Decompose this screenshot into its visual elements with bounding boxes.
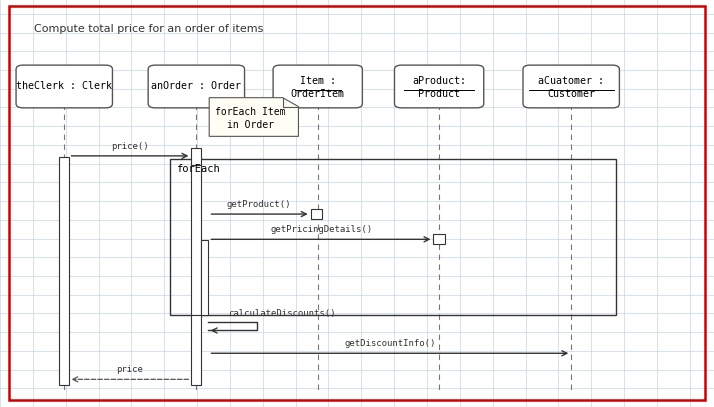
Bar	[433, 234, 445, 244]
Text: Compute total price for an order of items: Compute total price for an order of item…	[34, 24, 263, 35]
Text: Product: Product	[418, 89, 460, 99]
Text: forEach Item: forEach Item	[215, 107, 286, 117]
Text: getPricingDetails(): getPricingDetails()	[270, 225, 373, 234]
Text: price(): price()	[111, 142, 149, 151]
Polygon shape	[209, 98, 298, 136]
Text: in Order: in Order	[227, 120, 273, 130]
Text: price: price	[116, 365, 144, 374]
FancyBboxPatch shape	[394, 65, 484, 108]
Text: calculateDiscounts(): calculateDiscounts()	[228, 309, 336, 318]
Text: aProduct:: aProduct:	[412, 76, 466, 86]
Bar	[311, 209, 322, 219]
Bar	[201, 240, 208, 315]
FancyBboxPatch shape	[149, 65, 244, 108]
Bar	[59, 157, 69, 385]
Bar	[191, 315, 201, 385]
Text: theClerk : Clerk: theClerk : Clerk	[16, 81, 112, 92]
Text: getProduct(): getProduct()	[227, 200, 291, 209]
Text: getDiscountInfo(): getDiscountInfo()	[344, 339, 436, 348]
FancyBboxPatch shape	[273, 65, 363, 108]
Text: Item :: Item :	[300, 76, 336, 86]
Bar	[170, 159, 616, 315]
Text: anOrder : Order: anOrder : Order	[151, 81, 241, 92]
FancyBboxPatch shape	[523, 65, 619, 108]
FancyBboxPatch shape	[16, 65, 113, 108]
Bar	[191, 165, 201, 315]
Text: Customer: Customer	[547, 89, 595, 99]
Text: aCuatomer :: aCuatomer :	[538, 76, 604, 86]
Text: OrderItem: OrderItem	[291, 89, 345, 99]
Text: forEach: forEach	[176, 164, 219, 174]
Bar	[191, 148, 201, 165]
